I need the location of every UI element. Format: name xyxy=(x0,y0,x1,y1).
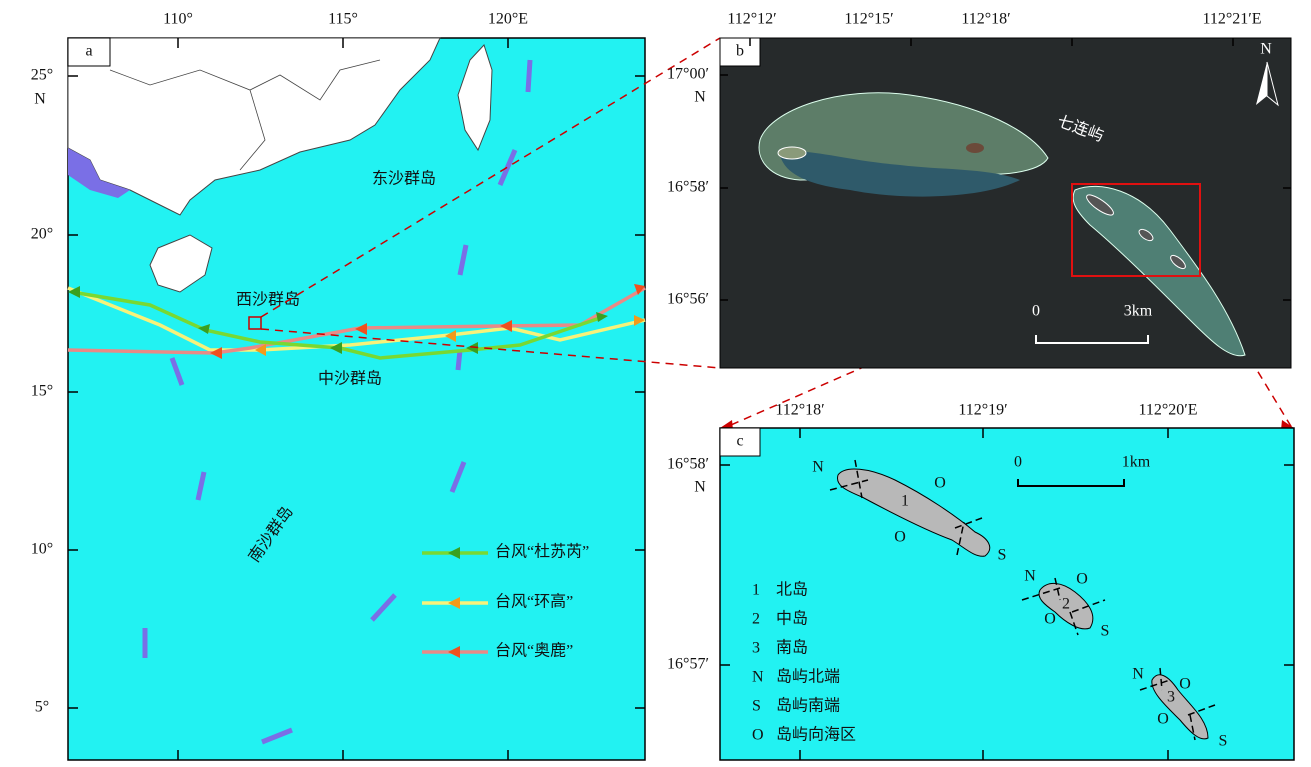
zoom-box xyxy=(1071,183,1201,277)
track-arrows xyxy=(68,284,645,359)
panel-label: a xyxy=(85,43,92,60)
lat-tick-label: 15° xyxy=(31,383,53,400)
end-label: N xyxy=(1024,568,1036,585)
end-label: O xyxy=(1076,571,1088,588)
lon-tick-label: 110° xyxy=(163,11,193,28)
lat-unit: N xyxy=(694,479,706,496)
lat-tick-label: 17°00′ xyxy=(667,66,709,83)
key-text: 岛屿向海区 xyxy=(776,726,856,744)
end-label: S xyxy=(1101,623,1110,640)
hainan xyxy=(149,234,213,293)
lat-tick-label: 16°58′ xyxy=(667,456,709,473)
end-label: S xyxy=(998,547,1007,564)
island xyxy=(1170,254,1186,270)
end-label: S xyxy=(1219,733,1228,750)
island-number: 1 xyxy=(901,493,909,510)
lat-tick-label: 5° xyxy=(35,699,49,716)
end-label: N xyxy=(1132,666,1144,683)
place-label: 东沙群岛 xyxy=(372,170,436,188)
legend-label: 台风“环高” xyxy=(495,593,573,611)
island-number: 3 xyxy=(1167,689,1175,706)
end-label: O xyxy=(1179,676,1191,693)
lon-tick-label: 112°18′ xyxy=(961,11,1010,28)
lon-tick-label: 112°12′ xyxy=(727,11,776,28)
north-arrow: N xyxy=(1256,41,1279,107)
lon-tick-label: 120°E xyxy=(488,11,528,28)
scale-bar: 0 3km xyxy=(1032,303,1153,344)
taiwan xyxy=(457,44,493,152)
lat-tick-label: 25° xyxy=(31,67,53,84)
scale-label: 3km xyxy=(1124,303,1153,320)
end-label: O xyxy=(1044,611,1056,628)
island xyxy=(777,146,807,160)
end-label: O xyxy=(894,529,906,546)
lon-tick-label: 112°21′E xyxy=(1202,11,1261,28)
zone-lines xyxy=(829,459,1216,741)
lon-tick-label: 112°15′ xyxy=(844,11,893,28)
panel-a: a 110° 115° 120°E 25° N 20° 15° 10° 5° 东… xyxy=(31,11,646,761)
scale-bar: 0 1km xyxy=(1014,454,1151,487)
key-symbol: S xyxy=(752,698,761,715)
panel-label: b xyxy=(736,43,744,60)
end-label: O xyxy=(1157,711,1169,728)
scale-label: 0 xyxy=(1014,454,1022,471)
scale-label: 0 xyxy=(1032,303,1040,320)
key-text: 岛屿北端 xyxy=(776,668,840,686)
legend: 台风“杜苏芮” 台风“环高” 台风“奥鹿” xyxy=(422,543,589,660)
end-label: O xyxy=(934,475,946,492)
scale-label: 1km xyxy=(1122,454,1151,471)
lat-tick-label: 16°57′ xyxy=(667,656,709,673)
lat-unit: N xyxy=(34,91,46,108)
study-area-box xyxy=(248,316,262,330)
key: 1 北岛 2 中岛 3 南岛 N 岛屿北端 S 岛屿南端 O 岛屿向海区 xyxy=(752,581,856,744)
lon-tick-label: 112°19′ xyxy=(958,402,1007,419)
lat-tick-label: 16°56′ xyxy=(667,291,709,308)
key-text: 岛屿南端 xyxy=(776,697,840,715)
place-label: 西沙群岛 xyxy=(236,291,300,309)
panel-label: c xyxy=(736,433,743,450)
key-symbol: N xyxy=(752,669,764,686)
north-label: N xyxy=(1260,41,1272,58)
coast-band xyxy=(68,148,130,198)
legend-label: 台风“奥鹿” xyxy=(495,642,573,660)
atoll-south xyxy=(1072,185,1246,357)
ticks xyxy=(720,38,1291,301)
island-south xyxy=(1151,674,1209,740)
island xyxy=(1138,228,1154,242)
panel-label-box xyxy=(719,427,761,457)
sea xyxy=(719,427,1295,761)
end-label: N xyxy=(812,459,824,476)
lon-tick-label: 112°20′E xyxy=(1138,402,1197,419)
island-middle xyxy=(1038,583,1094,630)
key-text: 南岛 xyxy=(776,639,808,657)
island-number: 2 xyxy=(1062,596,1070,613)
lat-unit: N xyxy=(694,89,706,106)
island xyxy=(966,143,984,153)
panel-label-box xyxy=(67,37,111,67)
lon-tick-label: 115° xyxy=(328,11,358,28)
lat-tick-label: 10° xyxy=(31,541,53,558)
key-text: 中岛 xyxy=(776,610,808,628)
ridge-marks xyxy=(142,59,533,745)
key-symbol: 3 xyxy=(752,640,760,657)
key-symbol: O xyxy=(752,727,764,744)
ticks xyxy=(720,428,1294,760)
panel-c: 1 2 3 N S O O N S O O N S O O 0 1km 1 北岛 … xyxy=(667,402,1295,761)
panel-b: 七连屿 N 0 3km b 112°12′ 112°15′ 112°18′ 11… xyxy=(667,11,1292,369)
island xyxy=(1086,194,1114,216)
legend-label: 台风“杜苏芮” xyxy=(495,543,589,561)
lagoon xyxy=(780,151,1020,197)
lat-tick-label: 20° xyxy=(31,226,53,243)
borders xyxy=(109,59,381,171)
lon-tick-label: 112°18′ xyxy=(775,402,824,419)
key-text: 北岛 xyxy=(776,581,808,599)
place-label: 中沙群岛 xyxy=(318,370,382,388)
panel-label-box xyxy=(719,37,761,67)
lat-tick-label: 16°58′ xyxy=(667,179,709,196)
key-symbol: 2 xyxy=(752,611,760,628)
ticks xyxy=(68,38,645,760)
key-symbol: 1 xyxy=(752,582,760,599)
